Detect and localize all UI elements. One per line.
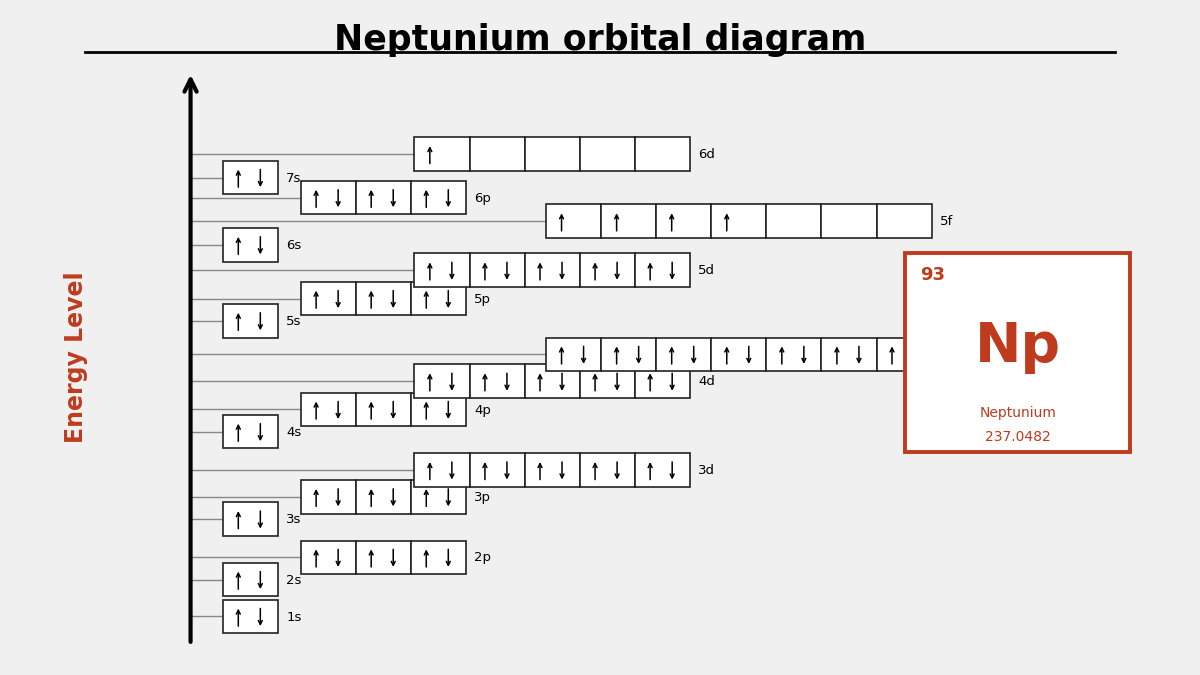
Bar (301, 281, 355, 315)
Bar (712, 205, 767, 238)
Bar (469, 453, 524, 487)
Bar (355, 541, 410, 574)
Text: Np: Np (974, 320, 1061, 374)
Text: 5p: 5p (474, 293, 491, 306)
Text: 2s: 2s (287, 574, 301, 587)
Text: 3p: 3p (474, 491, 491, 504)
Bar (469, 137, 524, 171)
Text: 7s: 7s (287, 171, 301, 185)
Bar (822, 205, 876, 238)
Bar (656, 205, 712, 238)
Text: 93: 93 (919, 265, 944, 284)
Bar (223, 502, 278, 536)
Text: 3d: 3d (698, 464, 715, 477)
Bar (355, 281, 410, 315)
Text: Neptunium orbital diagram: Neptunium orbital diagram (334, 23, 866, 57)
Bar (822, 338, 876, 371)
Bar (767, 338, 822, 371)
Bar (469, 254, 524, 287)
Text: 5d: 5d (698, 265, 715, 277)
Bar (876, 205, 931, 238)
Bar (635, 254, 690, 287)
Bar (580, 254, 635, 287)
Bar (767, 205, 822, 238)
Bar (301, 541, 355, 574)
Bar (414, 364, 469, 398)
Bar (546, 205, 601, 238)
Bar (876, 338, 931, 371)
Text: 6p: 6p (474, 192, 491, 205)
Text: 237.0482: 237.0482 (985, 430, 1051, 444)
Text: 5s: 5s (287, 315, 301, 328)
Text: 4d: 4d (698, 375, 715, 388)
Bar (580, 364, 635, 398)
Bar (223, 228, 278, 261)
Bar (601, 205, 656, 238)
Bar (635, 364, 690, 398)
Text: Energy Level: Energy Level (64, 272, 88, 443)
Bar (524, 453, 580, 487)
Text: 5f: 5f (940, 215, 953, 228)
Bar (469, 364, 524, 398)
Bar (410, 541, 466, 574)
Bar (223, 563, 278, 596)
Bar (410, 181, 466, 215)
Bar (712, 338, 767, 371)
Bar (410, 281, 466, 315)
Bar (635, 137, 690, 171)
Bar (546, 338, 601, 371)
Bar (580, 453, 635, 487)
Text: 4f: 4f (940, 348, 953, 362)
Bar (301, 181, 355, 215)
Bar (355, 393, 410, 426)
Bar (410, 480, 466, 514)
Bar (223, 415, 278, 448)
Bar (601, 338, 656, 371)
Bar (524, 137, 580, 171)
Text: 4p: 4p (474, 404, 491, 416)
Bar (656, 338, 712, 371)
Bar (524, 364, 580, 398)
Text: 6d: 6d (698, 148, 715, 161)
Bar (635, 453, 690, 487)
Bar (414, 137, 469, 171)
Text: 1s: 1s (287, 611, 301, 624)
Bar (905, 254, 1130, 452)
Bar (355, 480, 410, 514)
Text: 6s: 6s (287, 239, 301, 252)
Text: Neptunium: Neptunium (979, 406, 1056, 420)
Bar (414, 254, 469, 287)
Bar (580, 137, 635, 171)
Bar (301, 480, 355, 514)
Bar (524, 254, 580, 287)
Bar (223, 304, 278, 338)
Text: 4s: 4s (287, 426, 301, 439)
Bar (223, 599, 278, 633)
Bar (301, 393, 355, 426)
Bar (355, 181, 410, 215)
Bar (410, 393, 466, 426)
Text: 3s: 3s (287, 513, 301, 526)
Bar (414, 453, 469, 487)
Text: 2p: 2p (474, 551, 491, 564)
Bar (223, 161, 278, 194)
